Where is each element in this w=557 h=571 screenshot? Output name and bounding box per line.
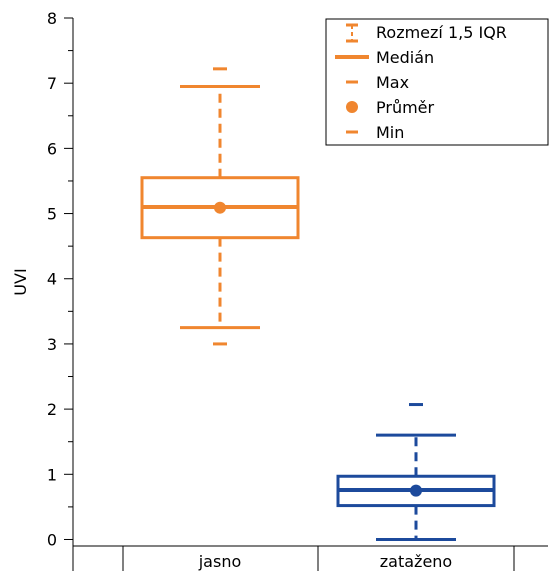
y-tick-label: 8 — [47, 9, 57, 28]
y-tick-label: 7 — [47, 74, 57, 93]
x-tick-label: jasno — [198, 552, 242, 571]
y-tick-label: 2 — [47, 400, 57, 419]
legend-entry-label: Průměr — [376, 98, 435, 117]
legend-mean-symbol — [346, 101, 358, 113]
legend-box — [325, 18, 549, 146]
y-tick-label: 1 — [47, 465, 57, 484]
legend-entry-label: Max — [376, 73, 409, 92]
mean-marker — [214, 201, 226, 214]
y-tick-label: 0 — [47, 530, 57, 549]
legend-entry-label: Medián — [376, 48, 434, 67]
mean-marker — [410, 484, 422, 497]
x-tick-label: zataženo — [380, 552, 452, 571]
box-group-zatazeno — [336, 403, 496, 541]
legend-entry-label: Min — [376, 123, 404, 142]
legend: Rozmezí 1,5 IQR Medián Max Průměr Min — [325, 18, 549, 146]
box-group-jasno — [140, 67, 300, 346]
box-series — [140, 67, 496, 541]
y-axis-label: UVI — [11, 268, 30, 295]
y-tick-label: 6 — [47, 139, 57, 158]
y-tick-label: 5 — [47, 205, 57, 224]
y-tick-label: 3 — [47, 335, 57, 354]
y-tick-label: 4 — [47, 270, 57, 289]
legend-entry-label: Rozmezí 1,5 IQR — [376, 23, 507, 42]
plot-axes: 0 1 2 3 4 5 6 7 8 UVI jasno zataženo — [11, 9, 548, 571]
